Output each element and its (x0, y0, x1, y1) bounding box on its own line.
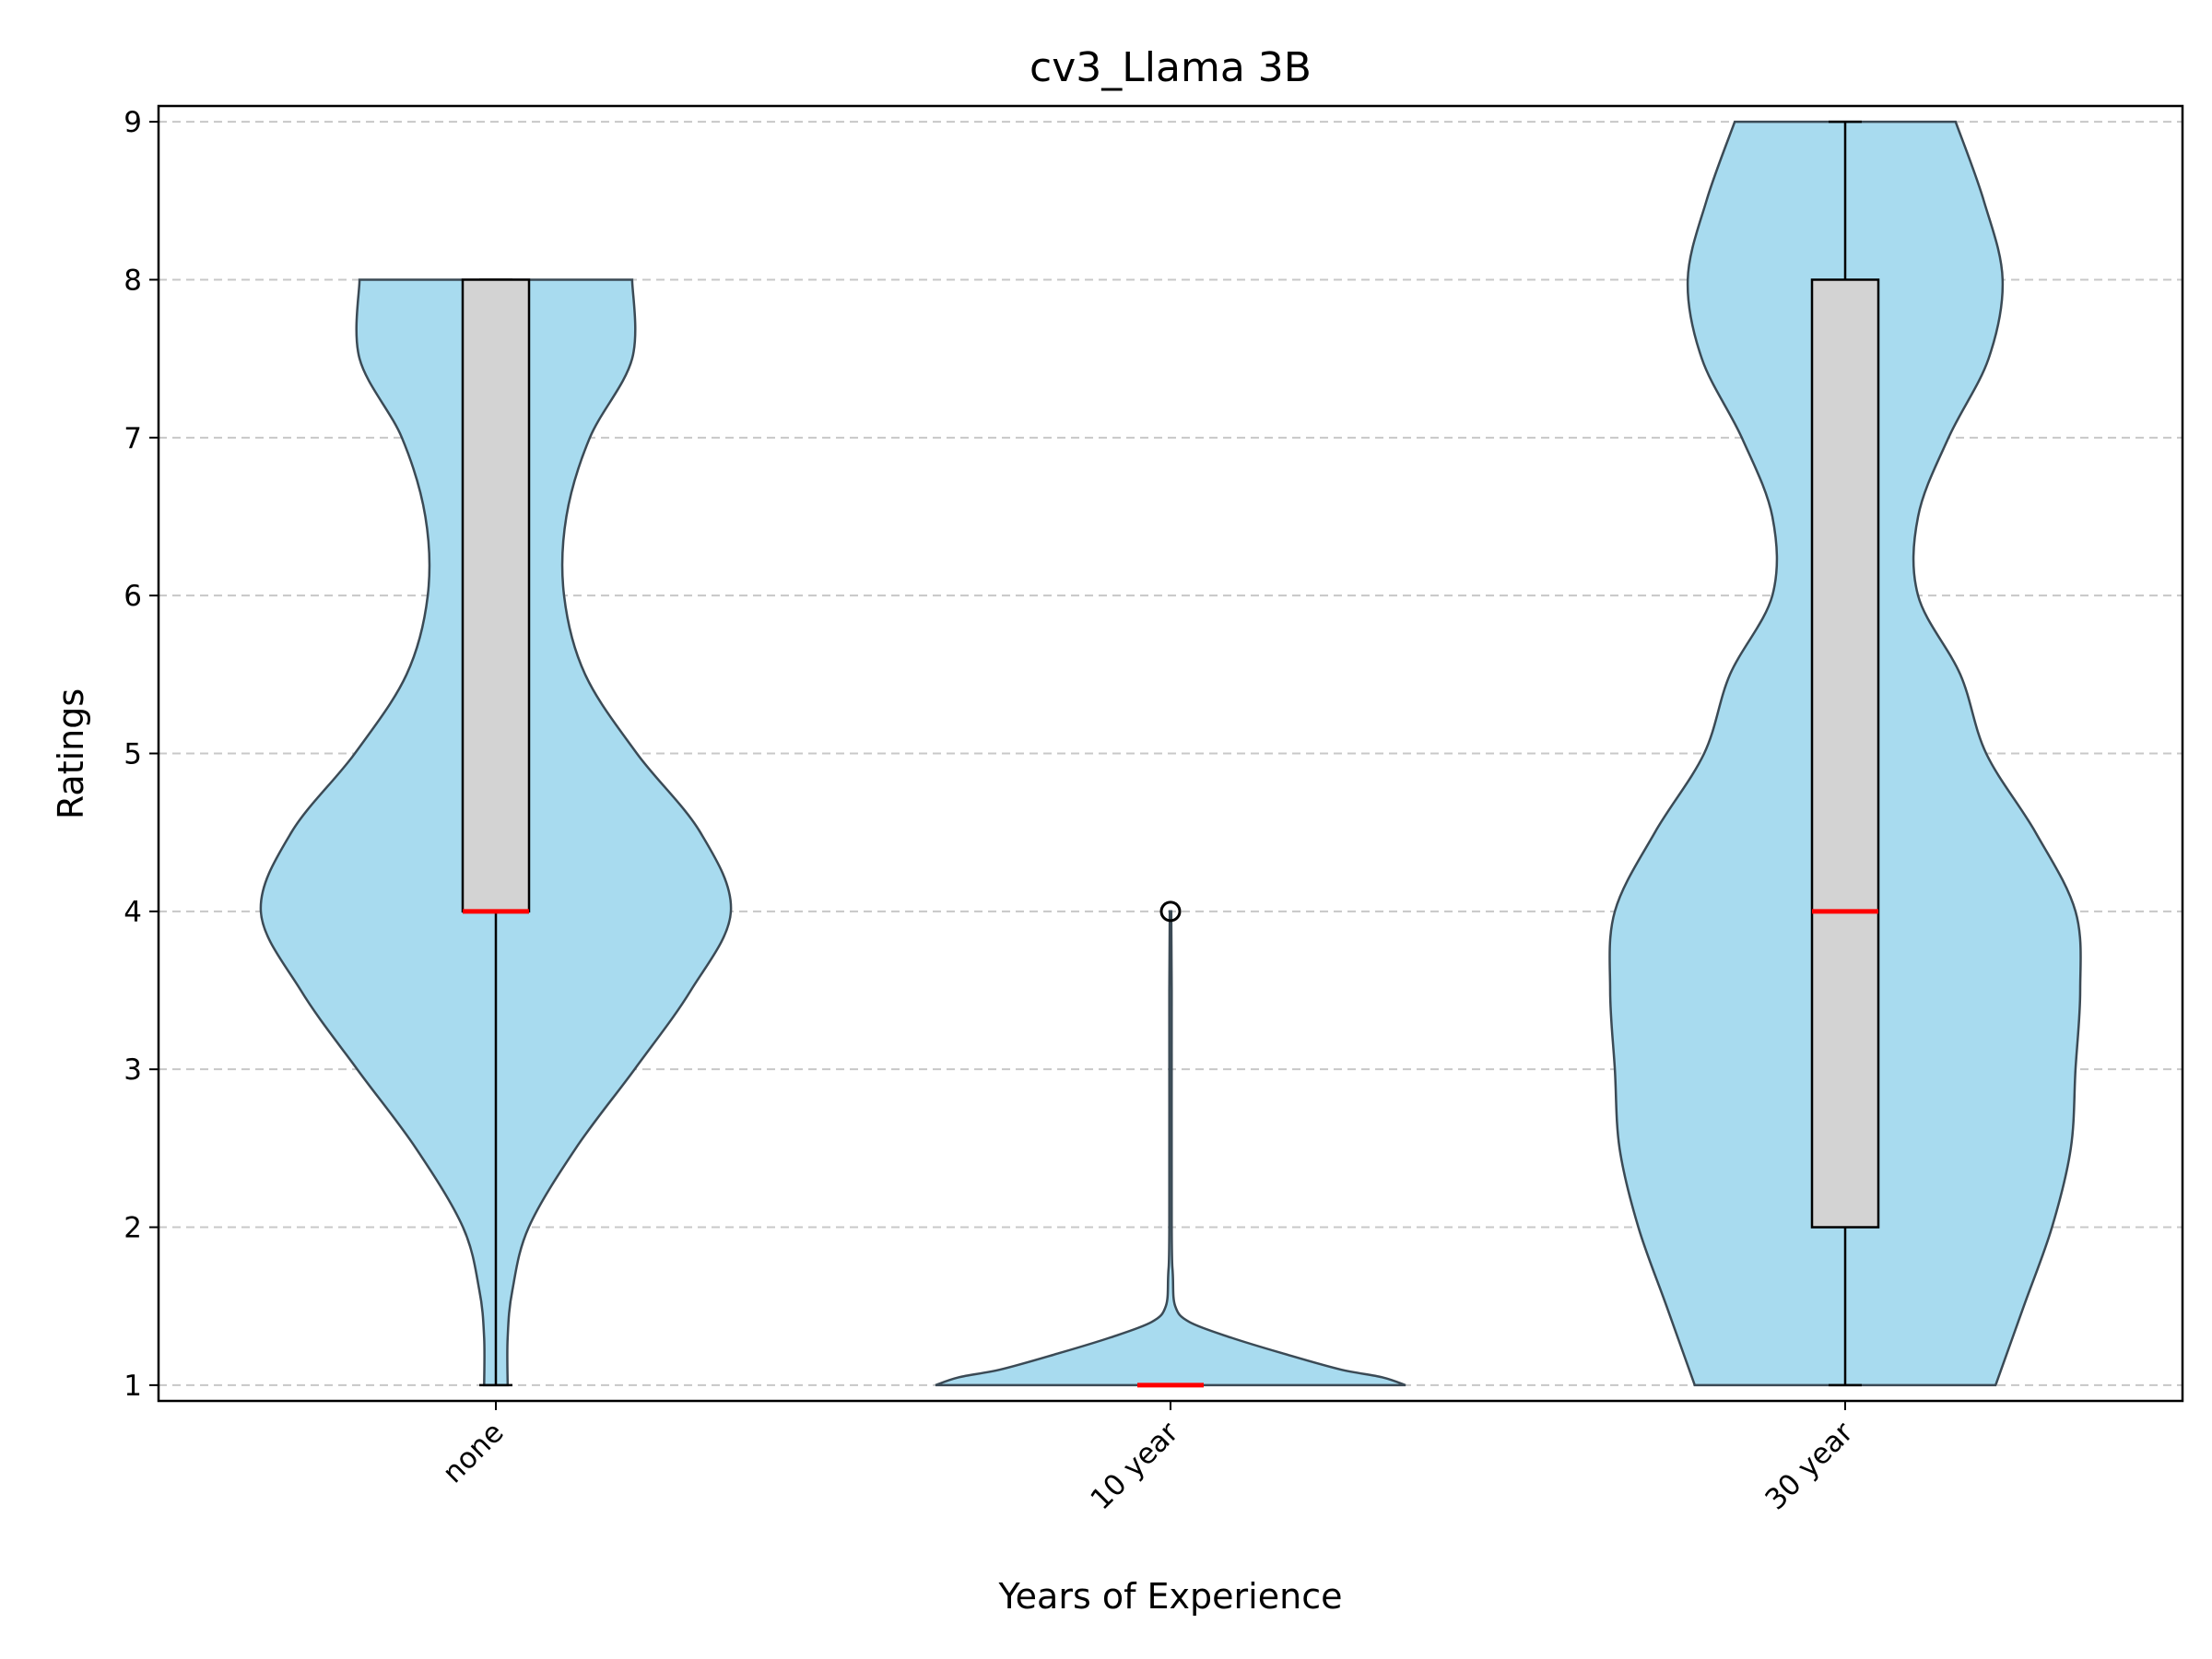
iqr-box-30-year (1810, 278, 1880, 1229)
x-axis-label: Years of Experience (998, 1576, 1343, 1617)
y-tick-label-4: 4 (124, 896, 142, 929)
box-layer (461, 120, 1880, 1388)
x-axis: none 10 year 30 year (437, 1401, 1860, 1516)
y-tick-label-3: 3 (124, 1053, 142, 1087)
y-tick-label-5: 5 (124, 738, 142, 771)
y-axis: 1 2 3 4 5 6 7 8 9 (124, 106, 159, 1403)
y-axis-label: Ratings (51, 688, 91, 819)
outlier-10-year-0 (1159, 900, 1182, 923)
iqr-box-none (461, 278, 531, 913)
y-tick-label-7: 7 (124, 422, 142, 455)
y-tick-label-1: 1 (124, 1370, 142, 1403)
y-tick-label-8: 8 (124, 264, 142, 297)
x-tick-label-30-year: 30 year (1759, 1416, 1859, 1516)
x-tick-label-10-year: 10 year (1084, 1416, 1184, 1516)
chart-title: cv3_Llama 3B (1030, 44, 1312, 91)
y-tick-label-6: 6 (124, 580, 142, 613)
x-tick-label-none: none (437, 1416, 511, 1489)
y-tick-label-9: 9 (124, 106, 142, 139)
y-tick-label-2: 2 (124, 1212, 142, 1245)
violin-10-year (935, 910, 1406, 1387)
